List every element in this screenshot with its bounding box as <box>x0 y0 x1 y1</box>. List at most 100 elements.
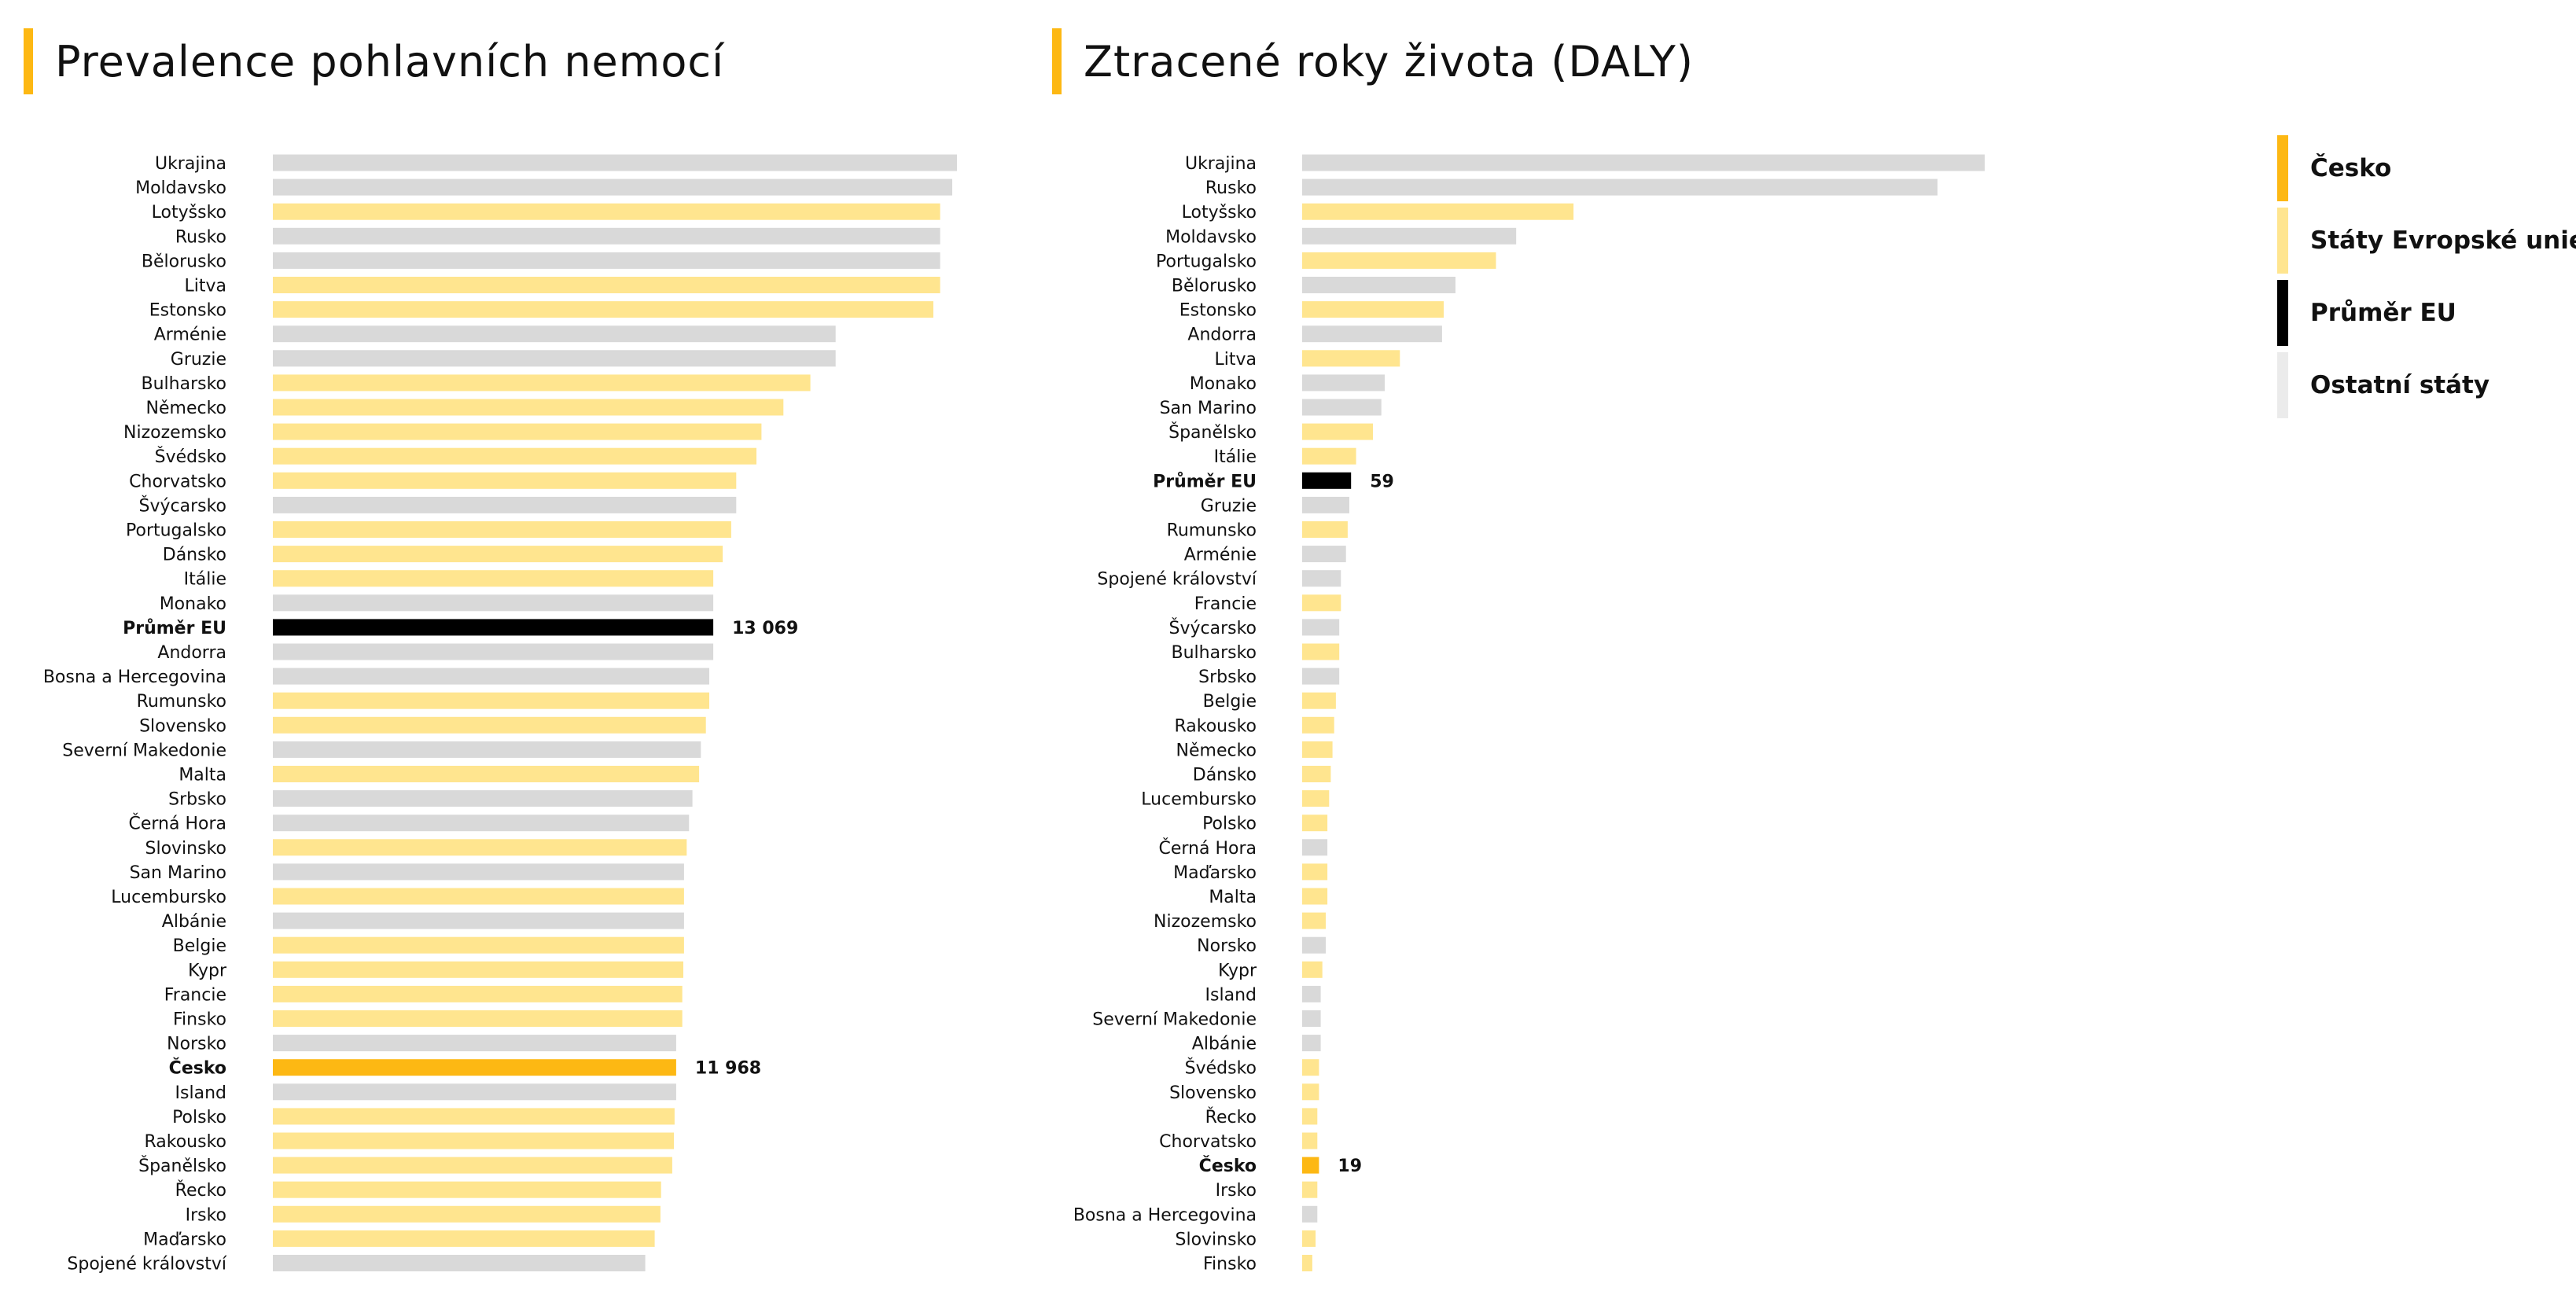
chart-2-label-belgie: Belgie <box>1203 692 1257 712</box>
chart-1-value-label-cesko: 11 968 <box>695 1059 761 1079</box>
chart-2-label-norsko: Norsko <box>1197 936 1257 956</box>
chart-2-bar-belgie <box>1302 692 1336 709</box>
chart-1-label-lucembursko: Lucembursko <box>111 888 226 907</box>
chart-1-bar-finsko <box>273 1010 683 1027</box>
legend-label-ostatni: Ostatní státy <box>2310 371 2490 399</box>
chart-1-bar-gruzie <box>273 350 836 367</box>
chart-1-bar-dansko <box>273 546 723 563</box>
chart-1-label-irsko: Irsko <box>186 1205 226 1225</box>
chart-2-label-svycarsko: Švýcarsko <box>1168 618 1257 638</box>
chart-1-bar-moldavsko <box>273 178 952 196</box>
chart-2-label-cerna-hora: Černá Hora <box>1158 838 1257 859</box>
chart-2-bar-dansko <box>1302 766 1331 782</box>
chart-1-label-madarsko: Maďarsko <box>143 1230 226 1249</box>
chart-2-label-slovensko: Slovensko <box>1169 1083 1257 1103</box>
chart-1-bar-nizozemsko <box>273 423 762 440</box>
chart-1-label-dansko: Dánsko <box>163 546 226 565</box>
chart-2-title-accent <box>1052 28 1062 94</box>
chart-2-bar-belorusko <box>1302 277 1455 293</box>
chart-2-label-estonsko: Estonsko <box>1179 301 1257 321</box>
chart-1-bar-slovensko <box>273 716 706 734</box>
legend-label-eu: Státy Evropské unie <box>2310 226 2576 255</box>
chart-2-bar-slovinsko <box>1302 1230 1316 1247</box>
chart-2-label-spojene-kralovstvi: Spojené království <box>1097 570 1257 590</box>
chart-2-label-san-marino: San Marino <box>1160 399 1257 418</box>
chart-2-title-text: Ztracené roky života (DALY) <box>1084 36 1694 86</box>
chart-1-label-island: Island <box>175 1083 226 1103</box>
chart-2-bar-san-marino <box>1302 399 1382 416</box>
chart-1-bar-bosna-a-hercegovina <box>273 668 709 685</box>
chart-2-label-irsko: Irsko <box>1216 1181 1257 1201</box>
chart-1-label-srbsko: Srbsko <box>168 790 226 810</box>
chart-1-bar-cerna-hora <box>273 815 690 832</box>
chart-1-label-svycarsko: Švýcarsko <box>138 495 226 516</box>
chart-1-label-chorvatsko: Chorvatsko <box>129 472 226 491</box>
chart-2-bar-francie <box>1302 594 1341 612</box>
chart-2-label-francie: Francie <box>1194 594 1257 614</box>
chart-1-bar-norsko <box>273 1035 676 1052</box>
chart-2-label-island: Island <box>1205 985 1257 1005</box>
chart-2-bar-svedsko <box>1302 1059 1319 1076</box>
chart-1-bar-portugalsko <box>273 521 731 538</box>
chart-2-bar-rakousko <box>1302 716 1334 734</box>
chart-1-label-san-marino: San Marino <box>130 863 226 883</box>
chart-1-bar-svycarsko <box>273 496 737 513</box>
chart-2-label-nemecko: Německo <box>1176 741 1257 760</box>
chart-2-bar-norsko <box>1302 936 1326 954</box>
legend-swatch-cesko <box>2277 135 2288 201</box>
chart-1-label-belorusko: Bělorusko <box>142 252 226 271</box>
chart-1-label-spanelsko: Španělsko <box>138 1156 226 1176</box>
chart-2-label-severni-makedonie: Severní Makedonie <box>1092 1010 1257 1030</box>
chart-1-label-estonsko: Estonsko <box>149 301 226 321</box>
chart-1-label-finsko: Finsko <box>173 1010 226 1030</box>
chart-1-bar-nemecko <box>273 399 784 416</box>
chart-1-bar-severni-makedonie <box>273 741 701 758</box>
chart-1-title-accent <box>24 28 33 94</box>
chart-1-label-francie: Francie <box>164 985 226 1005</box>
chart-2-bar-ukrajina <box>1302 154 1985 171</box>
chart-2-label-lotyssko: Lotyšsko <box>1182 203 1257 223</box>
chart-2-bar-lotyssko <box>1302 203 1574 220</box>
chart-1-label-nemecko: Německo <box>146 399 226 418</box>
chart-1-label-lotyssko: Lotyšsko <box>152 203 226 223</box>
chart-2-label-litva: Litva <box>1215 350 1257 370</box>
chart-2-bar-bosna-a-hercegovina <box>1302 1205 1318 1223</box>
chart-1-bar-bulharsko <box>273 374 811 392</box>
chart-2-label-dansko: Dánsko <box>1193 766 1257 785</box>
chart-2-bar-malta <box>1302 888 1328 905</box>
chart-1-bar-rumunsko <box>273 692 709 709</box>
chart-1-bar-slovinsko <box>273 839 687 856</box>
chart-1-bar-italie <box>273 570 714 587</box>
chart-2-label-rumunsko: Rumunsko <box>1167 521 1257 541</box>
chart-2-label-srbsko: Srbsko <box>1198 668 1257 687</box>
chart-2-bar-portugalsko <box>1302 252 1496 269</box>
chart-1-bar-monako <box>273 594 714 612</box>
chart-2-bar-cesko <box>1302 1157 1319 1174</box>
chart-1-label-rumunsko: Rumunsko <box>137 692 226 712</box>
legend-swatch-ostatni <box>2277 352 2288 418</box>
chart-1-bar-francie <box>273 985 683 1002</box>
chart-2-label-belorusko: Bělorusko <box>1172 277 1257 296</box>
chart-1-bar-prumer-eu <box>273 619 714 636</box>
chart-2-bar-recko <box>1302 1108 1318 1125</box>
chart-1-bar-ukrajina <box>273 154 957 171</box>
chart-1-label-rusko: Rusko <box>175 227 226 247</box>
chart-1-label-moldavsko: Moldavsko <box>135 178 226 198</box>
chart-1-bar-island <box>273 1083 676 1101</box>
chart-1-bar-kypr <box>273 961 683 978</box>
chart-2-label-moldavsko: Moldavsko <box>1165 227 1257 247</box>
chart-1-label-svedsko: Švédsko <box>155 447 226 467</box>
chart-1-label-belgie: Belgie <box>173 936 226 956</box>
chart-1-bar-cesko <box>273 1059 676 1076</box>
chart-2-bar-chorvatsko <box>1302 1132 1318 1149</box>
chart-1-bar-recko <box>273 1181 661 1198</box>
chart-1-bar-andorra <box>273 643 714 660</box>
chart-2-bar-rumunsko <box>1302 521 1348 538</box>
chart-2-bar-polsko <box>1302 815 1328 832</box>
chart-1-label-armenie: Arménie <box>154 326 226 345</box>
chart-2-title: Ztracené roky života (DALY) <box>1052 28 1694 94</box>
chart-1-title-text: Prevalence pohlavních nemocí <box>55 36 725 86</box>
chart-2-bar-island <box>1302 985 1321 1002</box>
chart-1-bar-madarsko <box>273 1230 655 1247</box>
chart-1-label-spojene-kralovstvi: Spojené království <box>67 1255 226 1274</box>
